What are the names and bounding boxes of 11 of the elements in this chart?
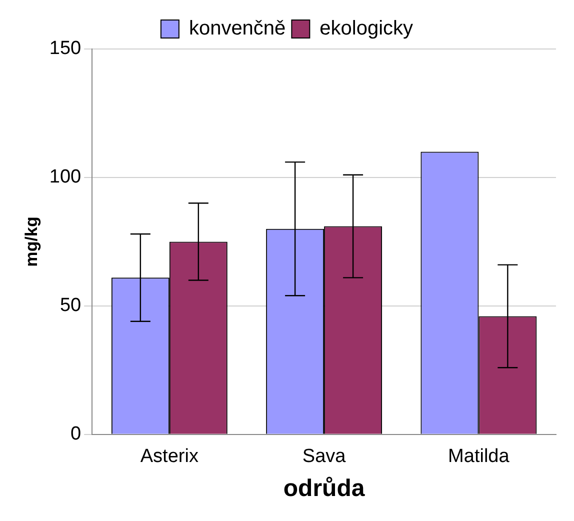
y-tick-label: 150 [49,38,82,60]
y-tick-label: 50 [60,295,82,316]
x-tick-label: Matilda [448,446,510,468]
legend-label: ekologicky [320,18,414,40]
y-tick-label: 0 [70,424,82,445]
x-tick-label: Sava [302,446,346,468]
x-tick-label: Asterix [140,446,199,468]
y-axis-title: mg/kg [22,216,41,267]
x-axis-title: odrůda [283,475,366,502]
legend-label: konvenčně [188,18,286,40]
y-tick-label: 100 [49,166,82,188]
